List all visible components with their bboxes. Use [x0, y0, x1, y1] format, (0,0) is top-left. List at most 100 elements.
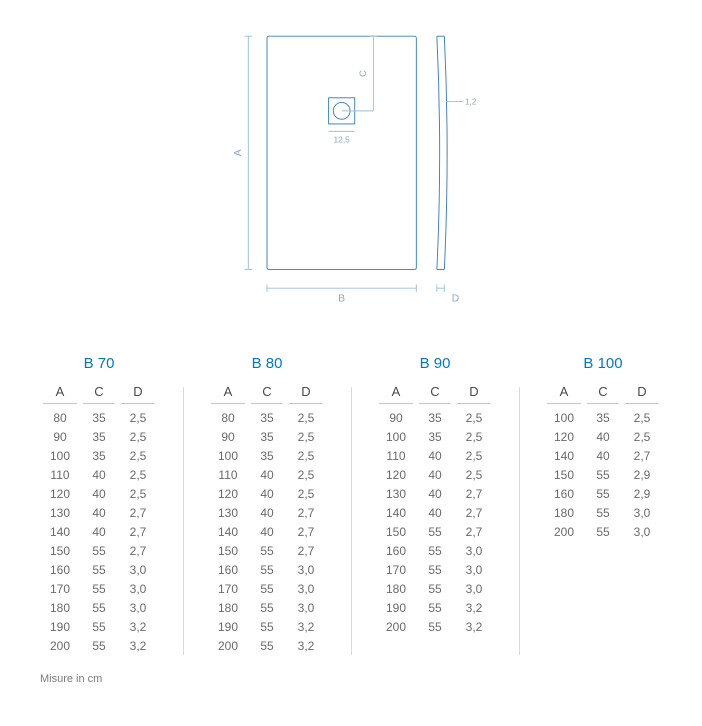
table-cell: 2,7 [289, 503, 323, 522]
table-cell: 2,5 [121, 408, 155, 427]
table-cell: 3,0 [121, 560, 155, 579]
table-cell: 55 [251, 598, 283, 617]
table-row: 180553,0 [376, 579, 494, 598]
table-cell: 40 [83, 503, 115, 522]
table-cell: 2,5 [625, 427, 659, 446]
table-cell: 55 [419, 617, 451, 636]
table-cell: 40 [83, 522, 115, 541]
table-cell: 90 [379, 408, 413, 427]
table-cell: 2,7 [625, 446, 659, 465]
table-row: 90352,5 [40, 427, 158, 446]
dimension-group: B 70ACD80352,590352,5100352,5110402,5120… [40, 355, 158, 655]
table-row: 160553,0 [40, 560, 158, 579]
table-row: 190553,2 [40, 617, 158, 636]
table-cell: 40 [587, 446, 619, 465]
table-header-cell: D [121, 384, 155, 404]
table-row: 150552,9 [544, 465, 662, 484]
column-divider [183, 387, 184, 655]
table-cell: 170 [43, 579, 77, 598]
table-cell: 2,5 [121, 427, 155, 446]
table-cell: 2,5 [121, 484, 155, 503]
table-cell: 200 [211, 636, 245, 655]
table-cell: 55 [83, 541, 115, 560]
table-cell: 200 [547, 522, 581, 541]
table-cell: 2,5 [457, 446, 491, 465]
table-cell: 2,5 [625, 408, 659, 427]
table-row: 90352,5 [376, 408, 494, 427]
table-cell: 110 [211, 465, 245, 484]
table-row: 120402,5 [376, 465, 494, 484]
table-row: 130402,7 [208, 503, 326, 522]
table-cell: 3,2 [289, 617, 323, 636]
table-cell: 55 [83, 560, 115, 579]
table-cell: 3,0 [121, 579, 155, 598]
table-cell: 180 [43, 598, 77, 617]
table-cell: 140 [43, 522, 77, 541]
table-cell: 2,9 [625, 465, 659, 484]
table-cell: 170 [211, 579, 245, 598]
table-header-cell: A [211, 384, 245, 404]
table-row: 140402,7 [40, 522, 158, 541]
table-cell: 120 [379, 465, 413, 484]
table-cell: 55 [419, 560, 451, 579]
footnote: Misure in cm [40, 673, 662, 685]
table-cell: 110 [43, 465, 77, 484]
table-cell: 2,5 [289, 465, 323, 484]
table-cell: 160 [211, 560, 245, 579]
table-cell: 55 [251, 579, 283, 598]
table-header-cell: D [625, 384, 659, 404]
table-cell: 35 [419, 408, 451, 427]
table-row: 80352,5 [40, 408, 158, 427]
svg-text:B: B [338, 293, 345, 304]
table-header-cell: C [83, 384, 115, 404]
table-cell: 55 [419, 522, 451, 541]
table-cell: 120 [43, 484, 77, 503]
group-title: B 80 [208, 355, 326, 372]
table-cell: 55 [587, 465, 619, 484]
table-row: 180553,0 [40, 598, 158, 617]
table-header-cell: C [587, 384, 619, 404]
table-cell: 2,5 [457, 427, 491, 446]
table-row: 80352,5 [208, 408, 326, 427]
table-cell: 2,5 [121, 446, 155, 465]
table-cell: 160 [547, 484, 581, 503]
table-cell: 55 [587, 522, 619, 541]
table-row: 200553,2 [208, 636, 326, 655]
group-title: B 100 [544, 355, 662, 372]
shower-tray-drawing: ABC12,51,2D [211, 20, 491, 310]
table-cell: 100 [211, 446, 245, 465]
table-row: 120402,5 [208, 484, 326, 503]
table-cell: 55 [83, 636, 115, 655]
table-cell: 3,2 [121, 636, 155, 655]
table-cell: 40 [251, 522, 283, 541]
svg-text:12,5: 12,5 [334, 135, 351, 145]
table-row: 120402,5 [40, 484, 158, 503]
table-row: 200553,2 [40, 636, 158, 655]
table-row: 100352,5 [376, 427, 494, 446]
table-cell: 55 [251, 560, 283, 579]
table-cell: 35 [83, 446, 115, 465]
table-cell: 55 [251, 617, 283, 636]
table-cell: 40 [419, 484, 451, 503]
table-cell: 110 [379, 446, 413, 465]
table-cell: 2,7 [121, 503, 155, 522]
table-cell: 40 [251, 465, 283, 484]
table-cell: 90 [211, 427, 245, 446]
column-divider [351, 387, 352, 655]
table-header-row: ACD [40, 384, 158, 404]
table-cell: 140 [547, 446, 581, 465]
table-row: 130 40 2,7 [40, 503, 158, 522]
table-header-row: ACD [376, 384, 494, 404]
table-header-cell: D [289, 384, 323, 404]
table-header-cell: A [547, 384, 581, 404]
table-cell: 2,7 [457, 522, 491, 541]
table-row: 110402,5 [40, 465, 158, 484]
table-header-cell: C [419, 384, 451, 404]
table-cell: 55 [587, 484, 619, 503]
table-cell: 2,7 [289, 522, 323, 541]
table-cell: 40 [251, 484, 283, 503]
table-row: 100352,5 [40, 446, 158, 465]
table-cell: 55 [587, 503, 619, 522]
table-cell: 130 [43, 503, 77, 522]
table-header-cell: A [379, 384, 413, 404]
